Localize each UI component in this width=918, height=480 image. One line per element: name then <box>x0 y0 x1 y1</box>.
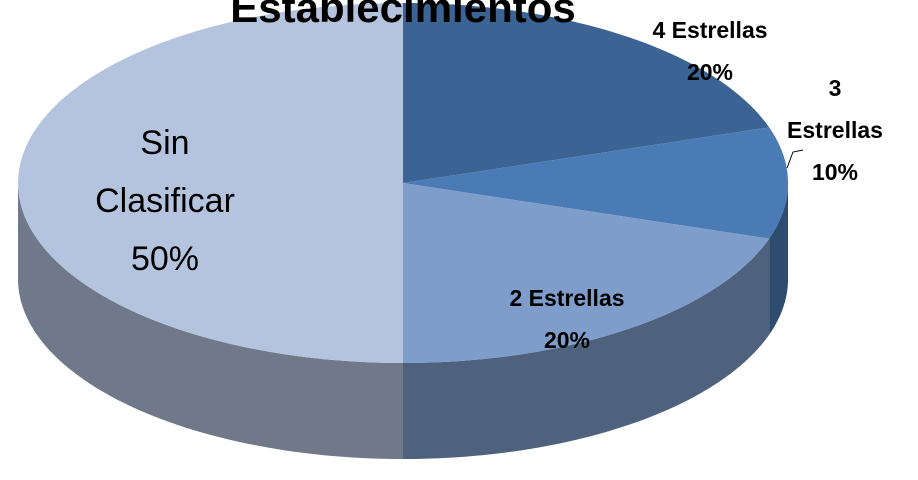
value-label: 20% <box>686 59 734 85</box>
category-label: Sin Clasificar <box>95 124 235 220</box>
value-label: 10% <box>811 159 859 185</box>
pie-slice <box>18 3 403 363</box>
pie-side-shade <box>769 183 788 335</box>
value-label: 50% <box>130 240 200 278</box>
pie-side <box>403 238 770 459</box>
pie-side <box>18 183 403 459</box>
pie-side-shade <box>18 183 403 459</box>
category-label: 2 Estrellas <box>509 285 625 311</box>
pie <box>18 3 788 459</box>
pie-side <box>769 183 788 335</box>
data-label: 4 Estrellas 20% <box>652 9 767 93</box>
data-label: Sin Clasificar 50% <box>70 114 260 288</box>
value-label: 20% <box>543 327 591 353</box>
pie-slice <box>403 183 770 363</box>
chart-title: Establecimientos <box>230 0 575 31</box>
pie-slice <box>403 3 770 183</box>
category-label: 3 Estrellas <box>787 75 883 143</box>
pie-slice <box>403 127 788 239</box>
pie-side-shade <box>403 238 770 459</box>
data-label: 2 Estrellas 20% <box>509 277 624 361</box>
data-label: 3 Estrellas 10% <box>787 67 883 193</box>
category-label: 4 Estrellas <box>652 17 768 43</box>
leader-line <box>786 149 804 169</box>
